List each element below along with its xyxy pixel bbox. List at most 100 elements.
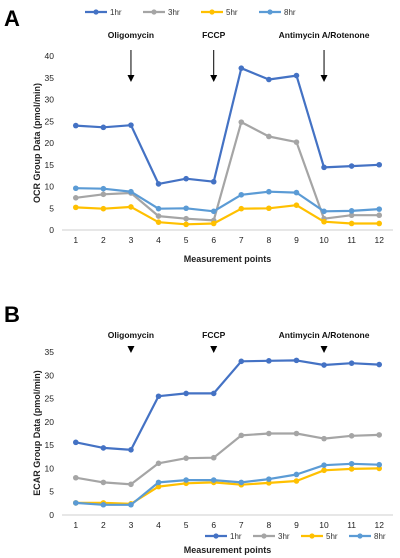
data-point-1hr bbox=[293, 357, 300, 364]
y-tick-label: 40 bbox=[45, 51, 55, 61]
y-axis-title: OCR Group Data (pmol/min) bbox=[32, 83, 42, 203]
series-line-3hr bbox=[75, 120, 380, 222]
data-point-1hr bbox=[321, 362, 327, 368]
x-tick-label: 11 bbox=[347, 520, 356, 530]
legend-swatch-marker bbox=[151, 9, 157, 15]
x-tick-label: 4 bbox=[156, 520, 161, 530]
data-point-5hr bbox=[376, 220, 383, 227]
x-tick-label: 12 bbox=[374, 520, 384, 530]
data-point-8hr bbox=[348, 208, 355, 214]
annotation-arrow-head bbox=[320, 75, 328, 82]
data-point-1hr bbox=[321, 164, 327, 171]
data-point-5hr bbox=[321, 218, 327, 225]
panel-letter: A bbox=[4, 6, 20, 31]
data-point-3hr bbox=[293, 139, 300, 145]
series-line-3hr bbox=[75, 432, 380, 486]
x-tick-label: 3 bbox=[129, 235, 134, 245]
y-tick-label: 20 bbox=[45, 417, 55, 427]
data-point-3hr bbox=[266, 133, 272, 140]
data-point-3hr bbox=[183, 455, 189, 461]
y-tick-label: 30 bbox=[45, 370, 55, 380]
data-point-8hr bbox=[72, 500, 79, 506]
legend-label: 8hr bbox=[374, 532, 386, 541]
data-point-8hr bbox=[155, 479, 162, 486]
data-point-3hr bbox=[266, 430, 272, 437]
data-point-3hr bbox=[72, 195, 79, 201]
data-point-1hr bbox=[128, 447, 134, 453]
data-point-1hr bbox=[266, 76, 272, 83]
data-point-3hr bbox=[376, 432, 383, 438]
data-point-8hr bbox=[210, 477, 217, 483]
x-tick-label: 5 bbox=[184, 520, 189, 530]
legend-swatch-marker bbox=[357, 533, 363, 539]
x-tick-label: 1 bbox=[73, 520, 78, 530]
data-point-8hr bbox=[238, 479, 245, 486]
data-point-1hr bbox=[100, 445, 107, 451]
annotation-label: Oligomycin bbox=[108, 330, 154, 340]
data-point-3hr bbox=[100, 479, 107, 486]
series-line-8hr bbox=[75, 187, 380, 213]
x-tick-label: 4 bbox=[156, 235, 161, 245]
legend-swatch-marker bbox=[213, 533, 219, 539]
y-tick-label: 30 bbox=[45, 95, 55, 105]
x-tick-label: 10 bbox=[319, 520, 329, 530]
y-tick-label: 15 bbox=[45, 440, 55, 450]
data-point-1hr bbox=[266, 358, 272, 364]
data-point-1hr bbox=[155, 393, 162, 400]
legend-label: 3hr bbox=[278, 532, 290, 541]
x-axis-title: Measurement points bbox=[184, 545, 272, 555]
legend-label: 1hr bbox=[230, 532, 242, 541]
data-point-5hr bbox=[321, 467, 327, 474]
legend-label: 3hr bbox=[168, 8, 180, 17]
annotation-arrow-head bbox=[210, 75, 218, 82]
y-tick-label: 10 bbox=[45, 182, 55, 192]
y-tick-label: 10 bbox=[45, 463, 55, 473]
data-point-5hr bbox=[128, 204, 134, 210]
data-point-3hr bbox=[238, 432, 245, 439]
legend-label: 5hr bbox=[226, 8, 238, 17]
data-point-5hr bbox=[238, 205, 245, 212]
data-point-8hr bbox=[155, 205, 162, 212]
data-point-1hr bbox=[348, 163, 355, 169]
data-point-3hr bbox=[293, 430, 300, 437]
data-point-1hr bbox=[183, 390, 189, 397]
data-point-8hr bbox=[293, 189, 300, 196]
panel-letter: B bbox=[4, 302, 20, 327]
data-point-8hr bbox=[376, 206, 383, 212]
data-point-5hr bbox=[293, 478, 300, 484]
x-axis-title: Measurement points bbox=[184, 254, 272, 264]
data-point-1hr bbox=[376, 361, 383, 368]
data-point-5hr bbox=[266, 205, 272, 212]
data-point-3hr bbox=[238, 119, 245, 125]
annotation-arrow-head bbox=[320, 346, 328, 353]
data-point-1hr bbox=[238, 65, 245, 71]
data-point-3hr bbox=[100, 191, 107, 198]
data-point-8hr bbox=[183, 205, 189, 212]
data-point-1hr bbox=[238, 358, 245, 365]
x-tick-label: 6 bbox=[211, 235, 216, 245]
annotation-arrow-head bbox=[210, 346, 218, 353]
y-tick-label: 25 bbox=[45, 116, 55, 126]
y-axis-title: ECAR Group Data (pmol/min) bbox=[32, 370, 42, 496]
annotation-label: FCCP bbox=[202, 330, 225, 340]
annotation-label: Antimycin A/Rotenone bbox=[279, 30, 370, 40]
data-point-1hr bbox=[183, 175, 189, 182]
data-point-8hr bbox=[266, 188, 272, 195]
x-tick-label: 9 bbox=[294, 235, 299, 245]
x-tick-label: 2 bbox=[101, 520, 106, 530]
data-point-8hr bbox=[321, 208, 327, 215]
data-point-8hr bbox=[100, 501, 107, 508]
data-point-1hr bbox=[348, 360, 355, 366]
x-tick-label: 6 bbox=[211, 520, 216, 530]
data-point-3hr bbox=[72, 474, 79, 481]
x-tick-label: 7 bbox=[239, 235, 244, 245]
x-tick-label: 10 bbox=[319, 235, 329, 245]
data-point-5hr bbox=[183, 221, 189, 228]
x-tick-label: 8 bbox=[267, 520, 272, 530]
data-point-1hr bbox=[100, 124, 107, 131]
data-point-3hr bbox=[348, 433, 355, 439]
series-line-5hr bbox=[75, 204, 380, 226]
